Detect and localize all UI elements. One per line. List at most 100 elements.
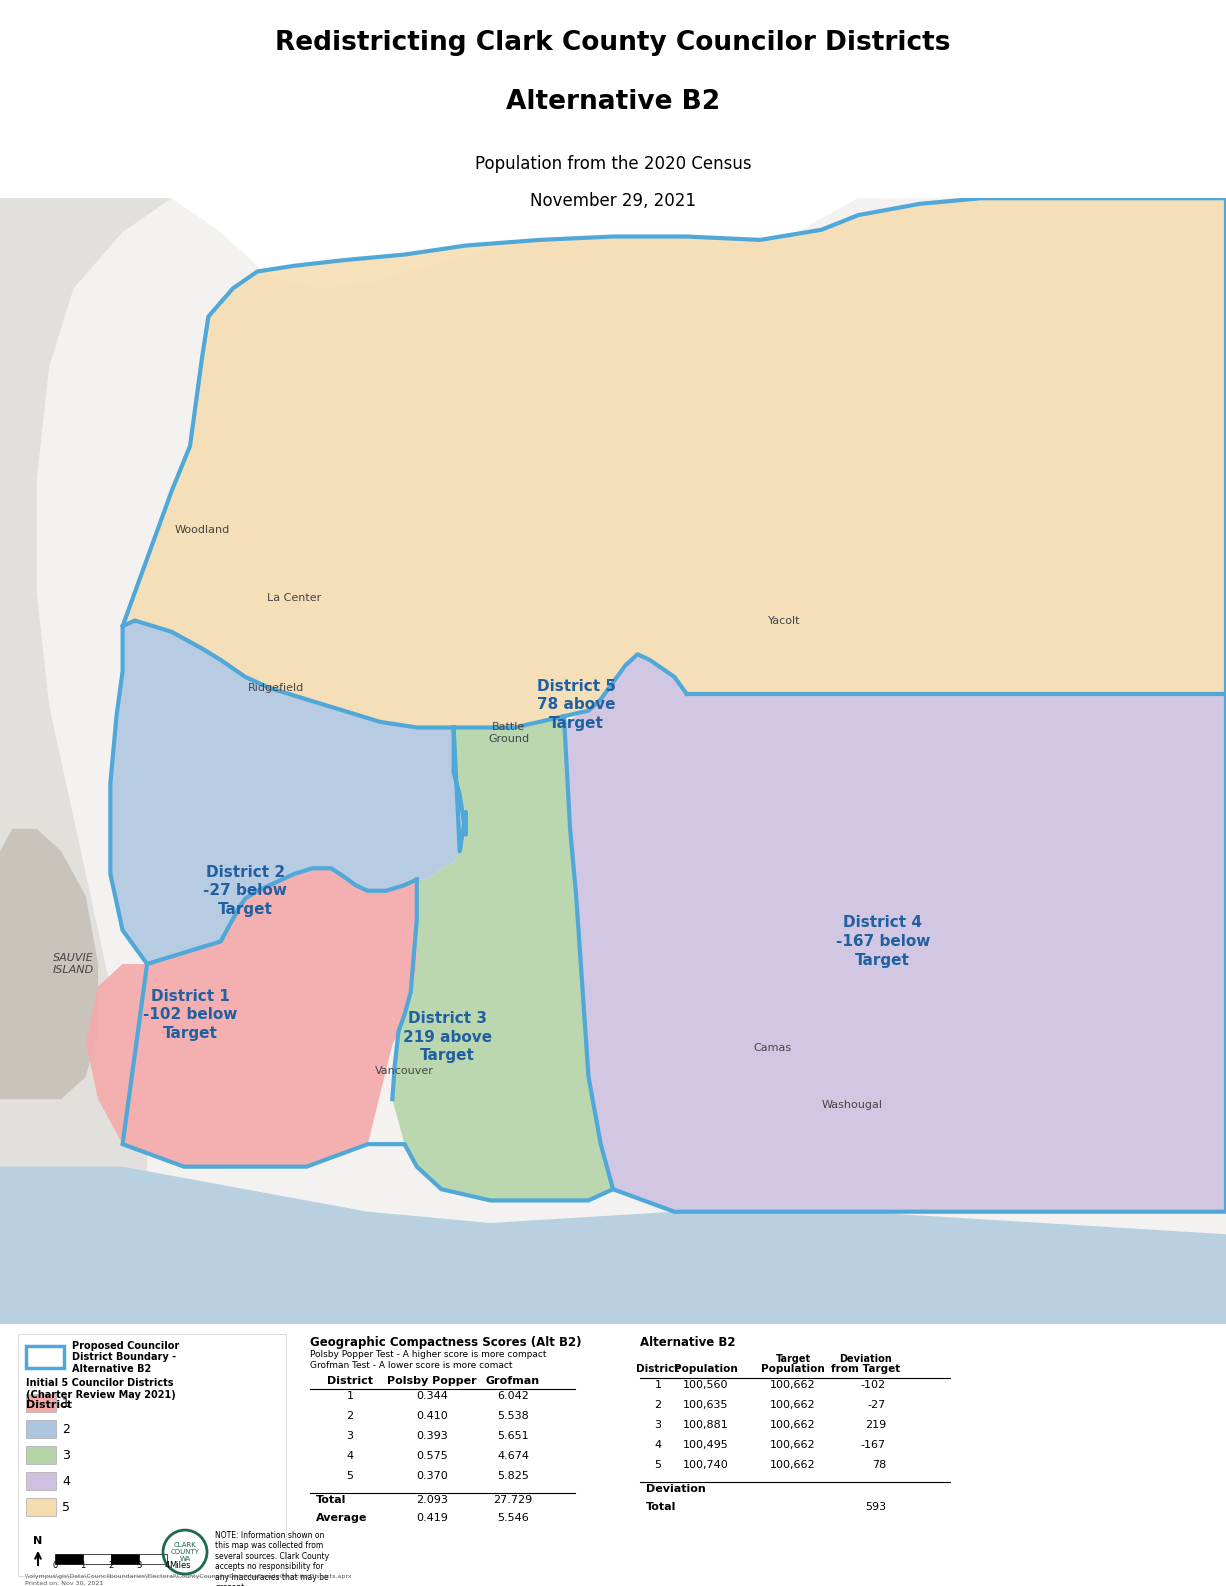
- Bar: [26, 1419, 56, 1439]
- Polygon shape: [392, 717, 613, 1201]
- Text: 100,635: 100,635: [683, 1400, 728, 1410]
- Text: 4.674: 4.674: [497, 1451, 528, 1461]
- Text: 0.393: 0.393: [416, 1431, 447, 1442]
- Polygon shape: [0, 1167, 1226, 1324]
- Text: -102: -102: [861, 1380, 886, 1391]
- Text: La Center: La Center: [267, 593, 321, 603]
- Text: 3: 3: [136, 1561, 142, 1570]
- Text: 100,560: 100,560: [683, 1380, 728, 1391]
- Text: Population: Population: [761, 1364, 825, 1373]
- Text: Redistricting Clark County Councilor Districts: Redistricting Clark County Councilor Dis…: [276, 30, 950, 56]
- Text: 27.729: 27.729: [493, 1496, 532, 1505]
- Text: Ridgefield: Ridgefield: [248, 684, 304, 693]
- Text: NOTE: Information shown on
this map was collected from
several sources. Clark Co: NOTE: Information shown on this map was …: [215, 1530, 329, 1586]
- Text: Deviation: Deviation: [646, 1484, 706, 1494]
- Text: 0: 0: [53, 1561, 58, 1570]
- Text: District: District: [327, 1377, 373, 1386]
- Text: 100,662: 100,662: [770, 1400, 815, 1410]
- Text: Woodland: Woodland: [174, 525, 230, 536]
- Polygon shape: [86, 868, 417, 1167]
- Text: 5.546: 5.546: [497, 1513, 528, 1523]
- Text: District 4
-167 below
Target: District 4 -167 below Target: [836, 915, 929, 967]
- Bar: [83, 1554, 112, 1564]
- Text: District: District: [636, 1364, 679, 1373]
- Text: 1: 1: [655, 1380, 662, 1391]
- Text: 1: 1: [63, 1397, 70, 1410]
- Text: 2: 2: [108, 1561, 114, 1570]
- Polygon shape: [564, 655, 1226, 1212]
- Bar: [139, 1554, 167, 1564]
- Polygon shape: [0, 198, 1226, 1324]
- Text: District 5
78 above
Target: District 5 78 above Target: [537, 679, 615, 731]
- Polygon shape: [0, 829, 98, 1099]
- Polygon shape: [0, 198, 172, 1324]
- Text: Grofman: Grofman: [485, 1377, 541, 1386]
- Text: N: N: [33, 1537, 43, 1546]
- Polygon shape: [123, 198, 1226, 728]
- Text: Grofman Test - A lower score is more comact: Grofman Test - A lower score is more com…: [310, 1361, 512, 1370]
- Text: Geographic Compactness Scores (Alt B2): Geographic Compactness Scores (Alt B2): [310, 1337, 581, 1350]
- Text: Initial 5 Councilor Districts
(Charter Review May 2021): Initial 5 Councilor Districts (Charter R…: [26, 1378, 175, 1400]
- Text: Population: Population: [674, 1364, 738, 1373]
- Text: 3: 3: [63, 1448, 70, 1462]
- Text: 5: 5: [347, 1472, 353, 1481]
- Text: 100,662: 100,662: [770, 1380, 815, 1391]
- Text: 100,881: 100,881: [683, 1419, 729, 1431]
- Bar: [55, 1554, 83, 1564]
- Text: 2: 2: [655, 1400, 662, 1410]
- Bar: [26, 1347, 64, 1369]
- Text: 0.575: 0.575: [416, 1451, 447, 1461]
- Text: 4: 4: [347, 1451, 353, 1461]
- Text: 78: 78: [872, 1461, 886, 1470]
- Text: Miles: Miles: [169, 1561, 190, 1570]
- Text: 6.042: 6.042: [497, 1391, 528, 1400]
- Text: November 29, 2021: November 29, 2021: [530, 192, 696, 211]
- Bar: [26, 1499, 56, 1516]
- Text: 3: 3: [347, 1431, 353, 1442]
- Text: from Target: from Target: [831, 1364, 901, 1373]
- Text: 4: 4: [655, 1440, 662, 1450]
- Text: 0.370: 0.370: [416, 1472, 447, 1481]
- Text: 0.419: 0.419: [416, 1513, 447, 1523]
- Text: Proposed Councilor
District Boundary -
Alternative B2: Proposed Councilor District Boundary - A…: [72, 1340, 179, 1373]
- Text: 2: 2: [347, 1412, 353, 1421]
- Text: -167: -167: [861, 1440, 886, 1450]
- Text: Polsby Popper Test - A higher score is more compact: Polsby Popper Test - A higher score is m…: [310, 1350, 547, 1359]
- Text: -27: -27: [868, 1400, 886, 1410]
- Text: 0.410: 0.410: [416, 1412, 447, 1421]
- Text: Deviation: Deviation: [840, 1354, 893, 1364]
- Text: Target: Target: [775, 1354, 810, 1364]
- Text: Polsby Popper: Polsby Popper: [387, 1377, 477, 1386]
- Text: 5: 5: [63, 1500, 70, 1513]
- Text: 219: 219: [864, 1419, 886, 1431]
- Text: 4: 4: [63, 1475, 70, 1488]
- Bar: [26, 1472, 56, 1491]
- Text: Alternative B2: Alternative B2: [640, 1337, 736, 1350]
- Text: CLARK
COUNTY
WA: CLARK COUNTY WA: [170, 1542, 200, 1562]
- Text: 3: 3: [655, 1419, 662, 1431]
- Text: 1: 1: [81, 1561, 86, 1570]
- Text: 100,662: 100,662: [770, 1440, 815, 1450]
- Text: Battle
Ground: Battle Ground: [488, 722, 530, 744]
- Text: Yacolt: Yacolt: [769, 615, 801, 625]
- Text: Printed on: Nov 30, 2021: Printed on: Nov 30, 2021: [25, 1580, 103, 1586]
- Text: 593: 593: [864, 1502, 886, 1511]
- Text: Alternative B2: Alternative B2: [506, 89, 720, 116]
- Text: Camas: Camas: [753, 1044, 792, 1053]
- Bar: [112, 1554, 139, 1564]
- Text: 100,662: 100,662: [770, 1461, 815, 1470]
- Text: 5.825: 5.825: [497, 1472, 528, 1481]
- Bar: [26, 1446, 56, 1464]
- Text: 2: 2: [63, 1423, 70, 1435]
- Text: District 1
-102 below
Target: District 1 -102 below Target: [143, 988, 237, 1040]
- Text: 5: 5: [655, 1461, 662, 1470]
- Text: District 2
-27 below
Target: District 2 -27 below Target: [204, 864, 287, 917]
- Text: SAUVIE
ISLAND: SAUVIE ISLAND: [53, 953, 94, 975]
- Text: Vancouver: Vancouver: [375, 1066, 434, 1075]
- Text: 4: 4: [164, 1561, 169, 1570]
- Text: District 3
219 above
Target: District 3 219 above Target: [403, 1010, 492, 1063]
- Bar: [18, 1334, 286, 1576]
- Text: Total: Total: [646, 1502, 677, 1511]
- Text: Average: Average: [316, 1513, 368, 1523]
- Text: District: District: [26, 1400, 72, 1410]
